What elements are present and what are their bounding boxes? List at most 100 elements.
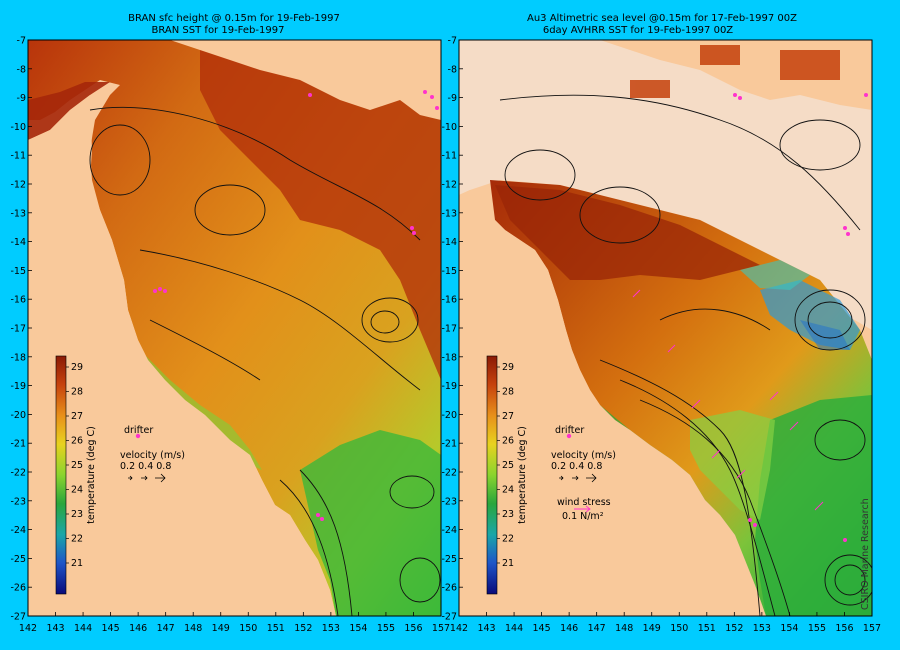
right-velocity-arrows bbox=[559, 473, 597, 483]
left-longitude-ticks: 142 143 144 145 146 147 148 149 150 151 152 153 154 1… bbox=[19, 612, 450, 634]
lat-tick-label: -11 bbox=[10, 151, 26, 162]
left-colorbar-ticks: 29 28 27 26 25 24 23 22 21 bbox=[66, 362, 83, 569]
right-map-panel: Au3 Altimetric sea level @0.15m for 17-F… bbox=[441, 13, 881, 634]
lat-tick-label: -19 bbox=[441, 381, 457, 392]
lat-tick-label: -15 bbox=[10, 266, 26, 277]
colorbar-tick-label: 21 bbox=[71, 558, 83, 569]
lat-tick-label: -7 bbox=[448, 36, 457, 47]
colorbar-tick-label: 25 bbox=[502, 460, 514, 471]
right-colorbar bbox=[486, 355, 498, 595]
colorbar-tick-label: 22 bbox=[71, 534, 83, 545]
lat-tick-label: -17 bbox=[10, 324, 26, 335]
lat-tick-label: -13 bbox=[10, 208, 26, 219]
lat-tick-label: -14 bbox=[10, 237, 26, 248]
lat-tick-label: -27 bbox=[10, 612, 26, 623]
lat-tick-label: -18 bbox=[10, 352, 26, 363]
lon-tick-label: 144 bbox=[505, 623, 523, 634]
lon-tick-label: 157 bbox=[432, 623, 450, 634]
lat-tick-label: -16 bbox=[10, 295, 26, 306]
lat-tick-label: -16 bbox=[441, 295, 457, 306]
left-land-papua bbox=[170, 40, 441, 120]
lon-tick-label: 150 bbox=[239, 623, 257, 634]
right-wind-label: wind stress bbox=[557, 497, 611, 508]
lat-tick-label: -12 bbox=[10, 180, 26, 191]
lon-tick-label: 149 bbox=[212, 623, 230, 634]
lat-tick-label: -10 bbox=[441, 122, 457, 133]
lon-tick-label: 142 bbox=[450, 623, 468, 634]
lat-tick-label: -22 bbox=[441, 468, 457, 479]
colorbar-tick-label: 27 bbox=[502, 411, 514, 422]
lon-tick-label: 153 bbox=[322, 623, 340, 634]
lon-tick-label: 155 bbox=[808, 623, 826, 634]
colorbar-tick-label: 22 bbox=[502, 534, 514, 545]
lon-tick-label: 153 bbox=[753, 623, 771, 634]
colorbar-tick-label: 26 bbox=[71, 436, 83, 447]
left-velocity-scale: 0.2 0.4 0.8 bbox=[120, 461, 171, 472]
left-drifter-symbol bbox=[135, 433, 141, 439]
lon-tick-label: 143 bbox=[46, 623, 64, 634]
left-velocity-arrows bbox=[128, 473, 166, 483]
lat-tick-label: -18 bbox=[441, 352, 457, 363]
credit-text: CSIRO Marine Research bbox=[860, 498, 871, 610]
right-wind-scale: 0.1 N/m² bbox=[562, 511, 604, 522]
colorbar-tick-label: 28 bbox=[71, 387, 83, 398]
colorbar-tick-label: 29 bbox=[71, 362, 83, 373]
lon-tick-label: 145 bbox=[102, 623, 120, 634]
right-papua-sst-speckles bbox=[630, 45, 840, 98]
lat-tick-label: -23 bbox=[10, 496, 26, 507]
left-latitude-ticks: -7 -8 -9 -10 -11 -12 -13 -14 -15 -16 -17 -18 -19 -20 -… bbox=[10, 36, 32, 623]
lon-tick-label: 143 bbox=[477, 623, 495, 634]
lon-tick-label: 146 bbox=[560, 623, 578, 634]
left-land-australia bbox=[28, 95, 336, 616]
lat-tick-label: -19 bbox=[10, 381, 26, 392]
lat-tick-label: -7 bbox=[17, 36, 26, 47]
lon-tick-label: 147 bbox=[157, 623, 175, 634]
lat-tick-label: -24 bbox=[441, 525, 457, 536]
right-velocity-label: velocity (m/s) bbox=[551, 450, 616, 461]
lon-tick-label: 147 bbox=[588, 623, 606, 634]
colorbar-tick-label: 27 bbox=[71, 411, 83, 422]
lat-tick-label: -21 bbox=[10, 439, 26, 450]
right-longitude-ticks: 142 143 144 145 146 147 148 149 150 151 152 153 154 1… bbox=[450, 612, 881, 634]
colorbar-tick-label: 25 bbox=[71, 460, 83, 471]
lon-tick-label: 151 bbox=[698, 623, 716, 634]
right-colorbar-ticks: 29 28 27 26 25 24 23 22 21 bbox=[497, 362, 514, 569]
left-colorbar-label: temperature (deg C) bbox=[86, 426, 97, 524]
colorbar-tick-label: 23 bbox=[71, 509, 83, 520]
lat-tick-label: -26 bbox=[441, 583, 457, 594]
lon-tick-label: 154 bbox=[349, 623, 367, 634]
lat-tick-label: -9 bbox=[448, 93, 457, 104]
colorbar-tick-label: 29 bbox=[502, 362, 514, 373]
lon-tick-label: 151 bbox=[267, 623, 285, 634]
lat-tick-label: -12 bbox=[441, 180, 457, 191]
lat-tick-label: -14 bbox=[441, 237, 457, 248]
lon-tick-label: 148 bbox=[184, 623, 202, 634]
right-transition-zone bbox=[690, 410, 775, 520]
right-velocity-scale: 0.2 0.4 0.8 bbox=[551, 461, 602, 472]
left-colorbar bbox=[55, 355, 67, 595]
lat-tick-label: -21 bbox=[441, 439, 457, 450]
lat-tick-label: -8 bbox=[448, 64, 457, 75]
lat-tick-label: -20 bbox=[10, 410, 26, 421]
right-title-line1: Au3 Altimetric sea level @0.15m for 17-F… bbox=[527, 13, 797, 24]
left-coastal-green bbox=[140, 350, 262, 470]
lat-tick-label: -10 bbox=[10, 122, 26, 133]
lat-tick-label: -24 bbox=[10, 525, 26, 536]
right-wind-stress-arrows bbox=[632, 289, 824, 511]
left-map-panel: BRAN sfc height @ 0.15m for 19-Feb-1997 … bbox=[10, 13, 450, 634]
lat-tick-label: -22 bbox=[10, 468, 26, 479]
left-title-line2: BRAN SST for 19-Feb-1997 bbox=[152, 25, 285, 36]
lon-tick-label: 144 bbox=[74, 623, 92, 634]
lat-tick-label: -20 bbox=[441, 410, 457, 421]
colorbar-tick-label: 24 bbox=[502, 485, 514, 496]
right-latitude-ticks: -7 -8 -9 -10 -11 -12 -13 -14 -15 -16 -17 -18 -19 -20 -… bbox=[441, 36, 463, 623]
lat-tick-label: -13 bbox=[441, 208, 457, 219]
lon-tick-label: 150 bbox=[670, 623, 688, 634]
lat-tick-label: -25 bbox=[10, 554, 26, 565]
lat-tick-label: -9 bbox=[17, 93, 26, 104]
lat-tick-label: -11 bbox=[441, 151, 457, 162]
left-warm-band-east bbox=[200, 40, 441, 380]
lat-tick-label: -25 bbox=[441, 554, 457, 565]
colorbar-tick-label: 23 bbox=[502, 509, 514, 520]
colorbar-tick-label: 28 bbox=[502, 387, 514, 398]
